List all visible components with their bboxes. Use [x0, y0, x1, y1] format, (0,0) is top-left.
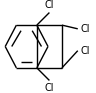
Text: Cl: Cl [80, 46, 90, 56]
Text: Cl: Cl [45, 0, 54, 10]
Text: Cl: Cl [45, 83, 54, 93]
Text: Cl: Cl [80, 24, 90, 34]
